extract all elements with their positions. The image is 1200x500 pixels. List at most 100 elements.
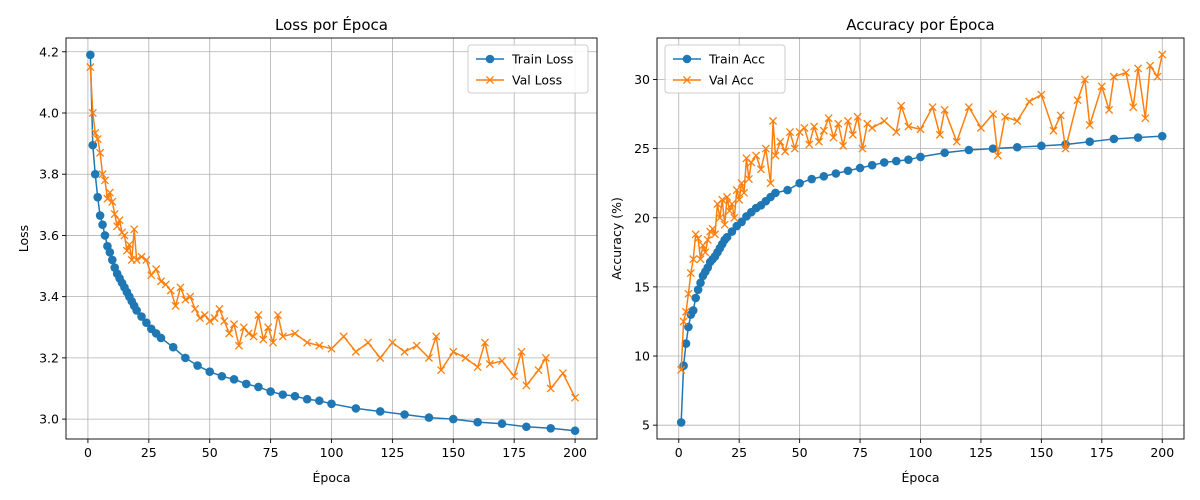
data-point (720, 220, 729, 229)
data-point (132, 306, 141, 315)
y-tick-label: 10 (634, 349, 650, 364)
data-point (761, 144, 770, 153)
data-point (868, 123, 877, 132)
data-point (824, 114, 833, 123)
data-point (1153, 72, 1162, 81)
data-point (546, 384, 555, 393)
data-point (485, 359, 494, 369)
series-line (89, 54, 576, 432)
data-point (1056, 111, 1065, 120)
data-point (152, 265, 161, 274)
data-point (264, 323, 273, 332)
data-point (363, 338, 373, 347)
legend-item-train-acc: Train Acc (673, 52, 765, 67)
data-point (848, 130, 857, 139)
x-tick-label: 150 (1029, 445, 1053, 460)
data-point (1085, 137, 1095, 147)
data-point (215, 304, 224, 313)
ticks: 0 25 50 75 100 125 150 175 200 3.0 3.2 3.4 3.6 3.8 4.0… (39, 44, 587, 460)
legend-marker (682, 75, 692, 85)
data-point (546, 423, 556, 433)
data-point (867, 160, 877, 170)
data-point (800, 123, 809, 132)
data-point (137, 252, 146, 261)
data-point (193, 361, 202, 370)
data-point (290, 391, 300, 401)
data-point (1001, 112, 1010, 121)
legend-label: Train Loss (511, 52, 573, 67)
data-point (376, 353, 385, 362)
data-point (217, 371, 227, 381)
loss-chart: 0 25 50 75 100 125 150 175 200 3.0 3.2 3.4 3.6 3.8 4.0… (16, 15, 598, 485)
series-train-acc (676, 131, 1167, 427)
data-point (1037, 141, 1046, 151)
x-tick-label: 25 (731, 445, 747, 460)
data-point (735, 195, 744, 204)
data-point (744, 174, 753, 184)
data-point (795, 178, 804, 188)
data-point (805, 140, 814, 149)
data-point (747, 158, 756, 167)
data-point (879, 158, 889, 167)
data-point (570, 426, 580, 436)
data-point (244, 329, 253, 338)
data-point (892, 127, 901, 137)
data-point (137, 312, 146, 321)
data-point (86, 63, 95, 72)
data-point (200, 310, 209, 320)
data-point (843, 116, 853, 126)
data-point (810, 122, 819, 131)
data-point (691, 293, 700, 303)
data-point (105, 247, 115, 257)
data-point (290, 329, 300, 338)
data-point (210, 314, 219, 323)
y-tick-label: 3.2 (39, 350, 59, 365)
x-tick-label: 75 (263, 445, 279, 460)
series-train-loss (86, 50, 580, 436)
data-point (437, 366, 446, 375)
x-tick-label: 100 (320, 445, 344, 460)
x-tick-label: 175 (1090, 445, 1114, 460)
data-point (90, 169, 100, 179)
data-point (715, 213, 724, 222)
data-point (940, 148, 949, 158)
data-point (100, 231, 110, 240)
series-val-loss (86, 63, 580, 402)
data-point (375, 407, 385, 416)
data-point (880, 116, 889, 126)
data-point (785, 127, 795, 137)
legend: Train Acc Val Acc (664, 44, 786, 94)
data-point (400, 347, 409, 356)
data-point (558, 369, 567, 378)
data-point (132, 255, 141, 264)
data-point (1037, 90, 1046, 99)
data-point (831, 169, 841, 178)
data-point (497, 356, 507, 366)
y-tick-label: 5 (642, 418, 650, 433)
data-point (517, 347, 526, 356)
data-point (686, 269, 695, 278)
data-point (1025, 97, 1034, 106)
y-tick-label: 3.6 (39, 228, 59, 243)
data-point (571, 393, 580, 402)
data-point (98, 170, 107, 179)
data-point (839, 141, 848, 150)
data-point (776, 137, 785, 146)
data-point (834, 119, 843, 128)
data-point (273, 310, 282, 320)
data-point (522, 422, 531, 432)
y-axis-label: Accuracy (%) (609, 197, 624, 280)
legend-label: Train Acc (708, 52, 765, 67)
x-tick-label: 125 (380, 445, 404, 460)
data-point (96, 148, 105, 157)
data-point (95, 211, 105, 220)
y-tick-label: 30 (634, 72, 650, 87)
data-point (1157, 131, 1167, 141)
data-point (897, 101, 906, 110)
data-point (756, 165, 766, 174)
data-point (107, 255, 117, 265)
x-axis-label: Época (312, 470, 350, 485)
x-tick-label: 0 (84, 445, 92, 460)
data-point (448, 414, 458, 424)
data-point (432, 332, 441, 341)
